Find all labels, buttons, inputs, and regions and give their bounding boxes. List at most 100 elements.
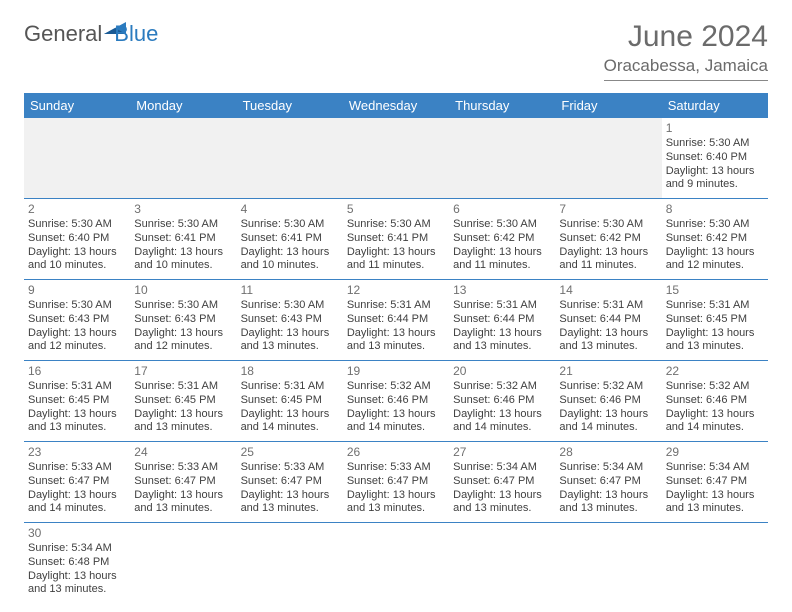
calendar-row: 23Sunrise: 5:33 AMSunset: 6:47 PMDayligh… (24, 442, 768, 523)
sunrise-text: Sunrise: 5:31 AM (241, 380, 339, 394)
calendar-row: 2Sunrise: 5:30 AMSunset: 6:40 PMDaylight… (24, 199, 768, 280)
daylight-text: Daylight: 13 hours and 13 minutes. (241, 489, 339, 517)
calendar-cell (555, 523, 661, 604)
sunset-text: Sunset: 6:43 PM (134, 313, 232, 327)
sunrise-text: Sunrise: 5:31 AM (347, 299, 445, 313)
day-number: 4 (241, 202, 339, 217)
calendar-row: 9Sunrise: 5:30 AMSunset: 6:43 PMDaylight… (24, 280, 768, 361)
daylight-text: Daylight: 13 hours and 11 minutes. (347, 246, 445, 274)
day-number: 1 (666, 121, 764, 136)
sunrise-text: Sunrise: 5:33 AM (134, 461, 232, 475)
calendar-cell (343, 523, 449, 604)
calendar-cell (449, 523, 555, 604)
daylight-text: Daylight: 13 hours and 13 minutes. (559, 489, 657, 517)
calendar-cell: 7Sunrise: 5:30 AMSunset: 6:42 PMDaylight… (555, 199, 661, 280)
sunrise-text: Sunrise: 5:34 AM (453, 461, 551, 475)
sunrise-text: Sunrise: 5:34 AM (666, 461, 764, 475)
day-number: 15 (666, 283, 764, 298)
day-number: 24 (134, 445, 232, 460)
sunset-text: Sunset: 6:48 PM (28, 556, 126, 570)
col-tuesday: Tuesday (237, 93, 343, 118)
daylight-text: Daylight: 13 hours and 13 minutes. (28, 408, 126, 436)
daylight-text: Daylight: 13 hours and 13 minutes. (666, 327, 764, 355)
daylight-text: Daylight: 13 hours and 13 minutes. (28, 570, 126, 598)
calendar-cell (130, 523, 236, 604)
brand-logo: General Blue (24, 20, 158, 48)
brand-part1: General (24, 21, 102, 47)
daylight-text: Daylight: 13 hours and 14 minutes. (666, 408, 764, 436)
sunset-text: Sunset: 6:41 PM (347, 232, 445, 246)
calendar-cell: 5Sunrise: 5:30 AMSunset: 6:41 PMDaylight… (343, 199, 449, 280)
day-number: 6 (453, 202, 551, 217)
calendar-cell: 26Sunrise: 5:33 AMSunset: 6:47 PMDayligh… (343, 442, 449, 523)
sunrise-text: Sunrise: 5:33 AM (241, 461, 339, 475)
day-number: 28 (559, 445, 657, 460)
daylight-text: Daylight: 13 hours and 14 minutes. (347, 408, 445, 436)
calendar-row: 1Sunrise: 5:30 AMSunset: 6:40 PMDaylight… (24, 118, 768, 199)
day-number: 11 (241, 283, 339, 298)
calendar-cell: 24Sunrise: 5:33 AMSunset: 6:47 PMDayligh… (130, 442, 236, 523)
day-number: 27 (453, 445, 551, 460)
daylight-text: Daylight: 13 hours and 12 minutes. (28, 327, 126, 355)
brand-part2: Blue (114, 21, 158, 47)
calendar-cell: 29Sunrise: 5:34 AMSunset: 6:47 PMDayligh… (662, 442, 768, 523)
sunset-text: Sunset: 6:44 PM (347, 313, 445, 327)
daylight-text: Daylight: 13 hours and 10 minutes. (28, 246, 126, 274)
calendar-cell: 30Sunrise: 5:34 AMSunset: 6:48 PMDayligh… (24, 523, 130, 604)
sunset-text: Sunset: 6:45 PM (241, 394, 339, 408)
sunset-text: Sunset: 6:42 PM (453, 232, 551, 246)
sunrise-text: Sunrise: 5:30 AM (134, 218, 232, 232)
sunset-text: Sunset: 6:43 PM (28, 313, 126, 327)
day-number: 29 (666, 445, 764, 460)
sunset-text: Sunset: 6:40 PM (28, 232, 126, 246)
daylight-text: Daylight: 13 hours and 13 minutes. (453, 327, 551, 355)
sunset-text: Sunset: 6:47 PM (453, 475, 551, 489)
calendar-cell (555, 118, 661, 199)
sunset-text: Sunset: 6:47 PM (134, 475, 232, 489)
daylight-text: Daylight: 13 hours and 12 minutes. (134, 327, 232, 355)
calendar-cell (662, 523, 768, 604)
day-number: 10 (134, 283, 232, 298)
day-number: 20 (453, 364, 551, 379)
calendar-cell: 28Sunrise: 5:34 AMSunset: 6:47 PMDayligh… (555, 442, 661, 523)
daylight-text: Daylight: 13 hours and 9 minutes. (666, 165, 764, 193)
sunrise-text: Sunrise: 5:30 AM (28, 218, 126, 232)
col-sunday: Sunday (24, 93, 130, 118)
sunset-text: Sunset: 6:46 PM (347, 394, 445, 408)
sunset-text: Sunset: 6:46 PM (453, 394, 551, 408)
calendar-cell: 15Sunrise: 5:31 AMSunset: 6:45 PMDayligh… (662, 280, 768, 361)
day-number: 5 (347, 202, 445, 217)
daylight-text: Daylight: 13 hours and 14 minutes. (559, 408, 657, 436)
sunrise-text: Sunrise: 5:30 AM (134, 299, 232, 313)
sunset-text: Sunset: 6:40 PM (666, 151, 764, 165)
sunset-text: Sunset: 6:47 PM (28, 475, 126, 489)
sunrise-text: Sunrise: 5:32 AM (347, 380, 445, 394)
sunrise-text: Sunrise: 5:32 AM (559, 380, 657, 394)
calendar-cell (449, 118, 555, 199)
sunset-text: Sunset: 6:41 PM (134, 232, 232, 246)
sunrise-text: Sunrise: 5:30 AM (28, 299, 126, 313)
calendar-cell (237, 523, 343, 604)
calendar-row: 16Sunrise: 5:31 AMSunset: 6:45 PMDayligh… (24, 361, 768, 442)
day-number: 14 (559, 283, 657, 298)
sunrise-text: Sunrise: 5:30 AM (347, 218, 445, 232)
calendar-cell: 6Sunrise: 5:30 AMSunset: 6:42 PMDaylight… (449, 199, 555, 280)
day-number: 26 (347, 445, 445, 460)
calendar-cell (237, 118, 343, 199)
sunset-text: Sunset: 6:46 PM (666, 394, 764, 408)
sunrise-text: Sunrise: 5:30 AM (559, 218, 657, 232)
daylight-text: Daylight: 13 hours and 13 minutes. (347, 327, 445, 355)
calendar-cell: 17Sunrise: 5:31 AMSunset: 6:45 PMDayligh… (130, 361, 236, 442)
calendar-table: Sunday Monday Tuesday Wednesday Thursday… (24, 93, 768, 603)
day-number: 9 (28, 283, 126, 298)
calendar-cell: 22Sunrise: 5:32 AMSunset: 6:46 PMDayligh… (662, 361, 768, 442)
day-number: 21 (559, 364, 657, 379)
sunrise-text: Sunrise: 5:30 AM (241, 299, 339, 313)
daylight-text: Daylight: 13 hours and 10 minutes. (134, 246, 232, 274)
sunset-text: Sunset: 6:41 PM (241, 232, 339, 246)
sunrise-text: Sunrise: 5:32 AM (453, 380, 551, 394)
day-number: 7 (559, 202, 657, 217)
day-number: 25 (241, 445, 339, 460)
sunrise-text: Sunrise: 5:34 AM (28, 542, 126, 556)
sunset-text: Sunset: 6:45 PM (666, 313, 764, 327)
